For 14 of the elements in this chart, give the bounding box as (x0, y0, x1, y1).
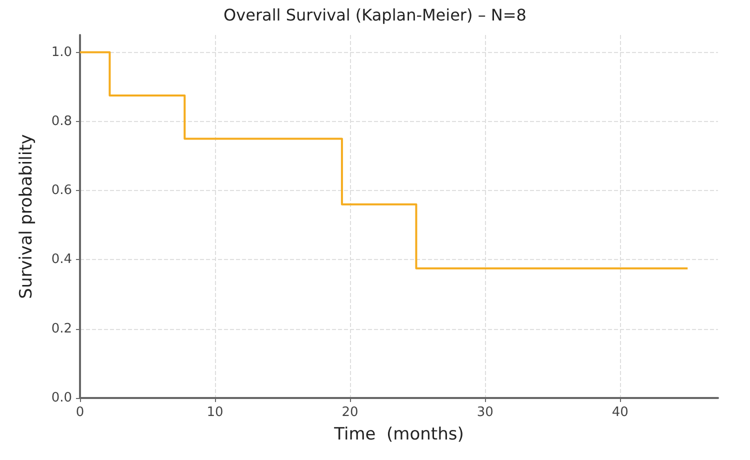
y-tick-label: 0.4 (51, 252, 72, 268)
y-axis-title: Survival probability (16, 134, 36, 299)
x-tick-label: 20 (342, 405, 358, 420)
chart-title: Overall Survival (Kaplan-Meier) – N=8 (224, 6, 526, 24)
y-tick-label: 0.0 (51, 390, 72, 406)
x-axis-title: Time (months) (333, 424, 464, 444)
x-tick-label: 30 (476, 405, 494, 420)
x-tick-label: 10 (206, 405, 224, 420)
y-tick-label: 0.6 (51, 183, 72, 198)
x-tick-label: 0 (76, 405, 84, 420)
y-tick-label: 0.2 (51, 321, 72, 336)
x-tick-label: 40 (612, 405, 628, 420)
y-tick-label: 0.8 (51, 114, 72, 129)
y-tick-label: 1.0 (51, 44, 72, 60)
